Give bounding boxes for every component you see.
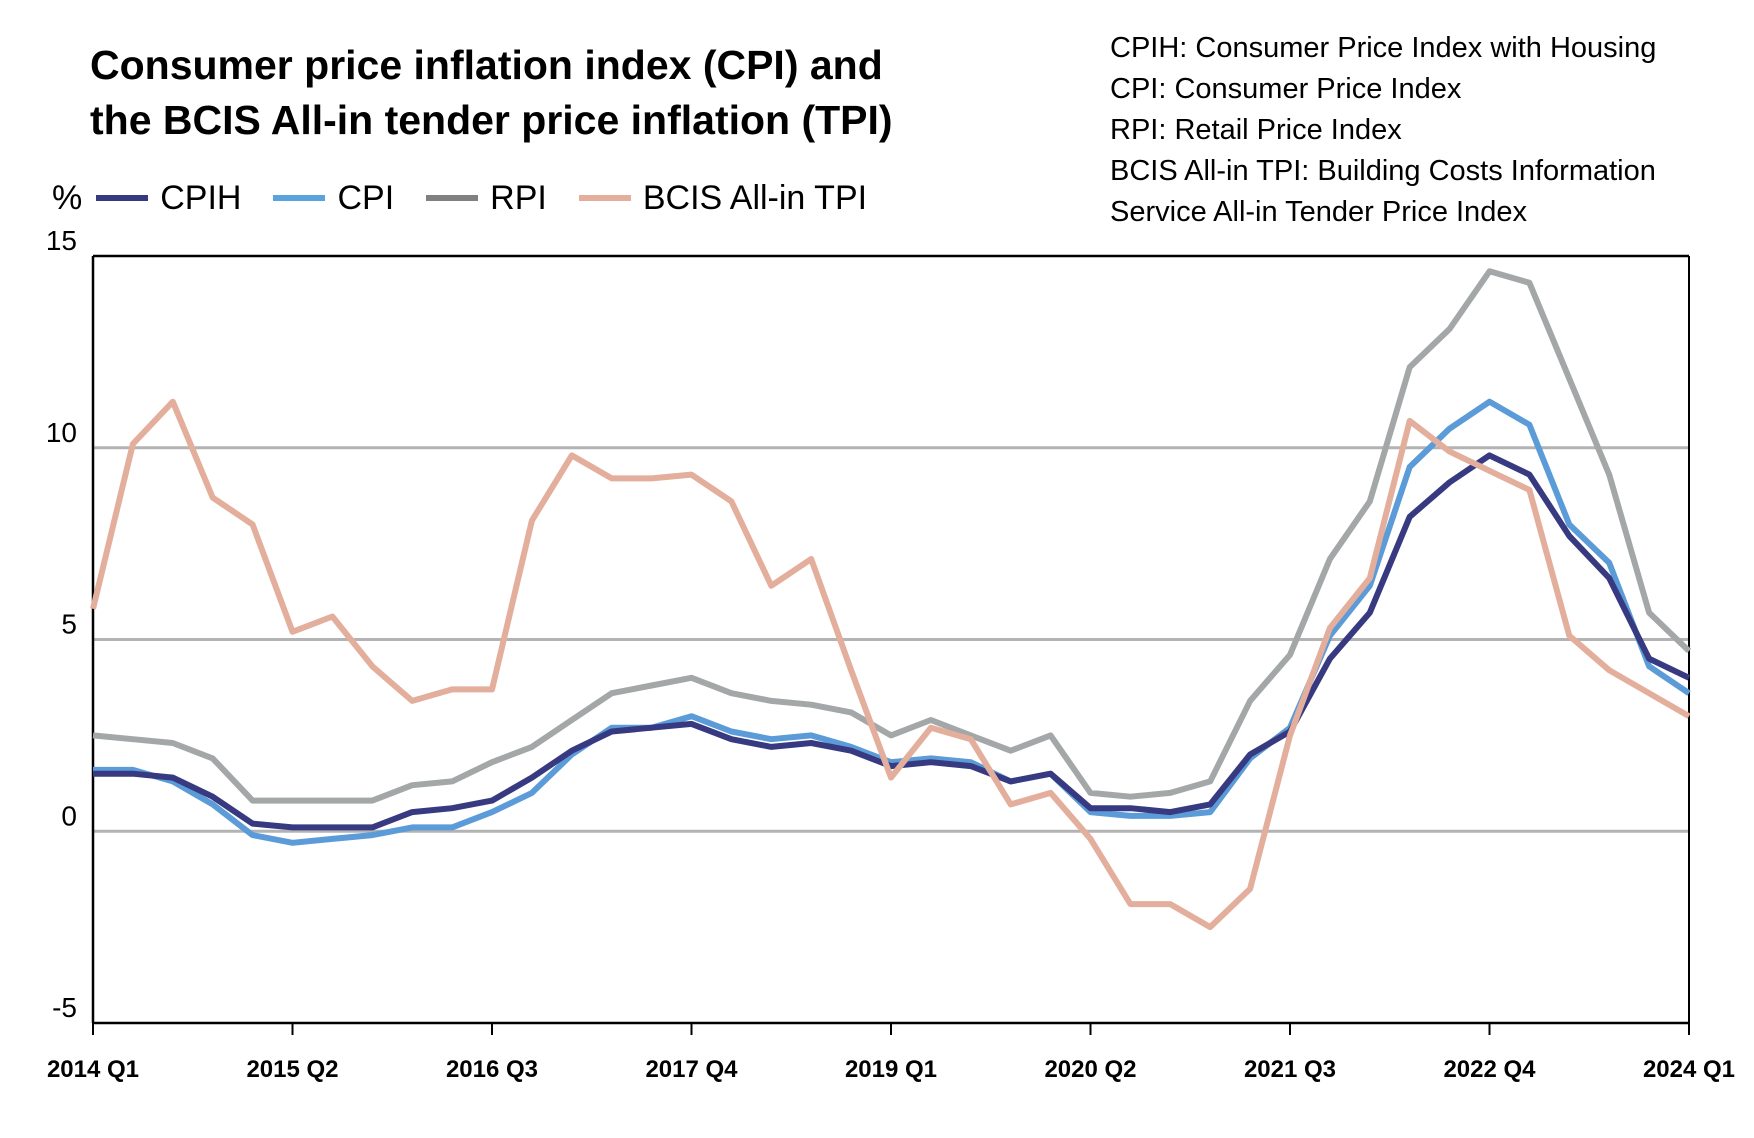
legend-item-bcis: BCIS All-in TPI: [578, 178, 868, 218]
legend-item-cpih: CPIH: [96, 179, 241, 218]
note-bcis-line-2: Service All-in Tender Price Index: [1110, 196, 1527, 228]
y-tick-label: 15: [46, 225, 77, 256]
legend-label-cpih: CPIH: [160, 178, 242, 217]
legend-label-rpi: RPI: [490, 178, 547, 217]
series-line-cpih: [93, 452, 1691, 831]
legend-label-cpi: CPI: [337, 178, 395, 217]
legend-swatch-bcis: [578, 195, 631, 201]
chart-title: Consumer price inflation index (CPI) and…: [90, 38, 1050, 148]
abbreviation-notes: CPIH: Consumer Price Index with Housing …: [1110, 28, 1656, 233]
y-tick-label: 5: [61, 609, 77, 640]
legend-swatch-cpi: [273, 195, 326, 201]
y-tick-label: 10: [46, 417, 77, 448]
x-tick-label: 2014 Q1: [47, 1056, 139, 1083]
x-tick-label: 2015 Q2: [246, 1056, 338, 1083]
chart-title-line-1: Consumer price inflation index (CPI) and: [90, 42, 883, 88]
x-tick-label: 2021 Q3: [1244, 1056, 1336, 1083]
legend-swatch-rpi: [426, 195, 479, 201]
y-tick-label: -5: [52, 992, 77, 1023]
y-axis-unit-label: %: [52, 178, 83, 217]
note-cpih: CPIH: Consumer Price Index with Housing: [1110, 32, 1657, 64]
chart-title-line-2: the BCIS All-in tender price inflation (…: [90, 97, 893, 143]
legend-swatch-cpih: [96, 195, 149, 201]
x-tick-label: 2020 Q2: [1044, 1056, 1136, 1083]
x-tick-label: 2019 Q1: [845, 1056, 937, 1083]
note-rpi: RPI: Retail Price Index: [1110, 114, 1402, 146]
legend-label-bcis: BCIS All-in TPI: [642, 178, 868, 217]
series-line-cpi: [93, 398, 1691, 846]
chart-legend: % CPIH CPI RPI BCIS All-in TPI: [52, 176, 899, 220]
x-tick-label: 2017 Q4: [645, 1056, 738, 1083]
note-bcis-line-1: BCIS All-in TPI: Building Costs Informat…: [1110, 155, 1656, 187]
legend-item-cpi: CPI: [273, 179, 394, 218]
note-cpi: CPI: Consumer Price Index: [1110, 73, 1462, 105]
x-tick-label: 2016 Q3: [446, 1056, 538, 1083]
x-tick-label: 2024 Q1: [1643, 1056, 1735, 1083]
y-tick-label: 0: [61, 800, 77, 831]
x-tick-label: 2022 Q4: [1443, 1056, 1536, 1083]
series-line-rpi: [92, 268, 1692, 804]
series-line-bcis-all-in-tpi: [90, 398, 1691, 931]
legend-item-rpi: RPI: [426, 179, 547, 218]
